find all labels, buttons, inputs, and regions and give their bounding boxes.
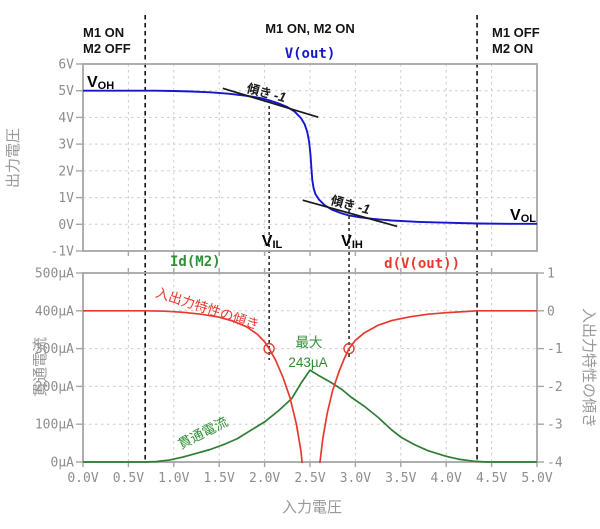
- vil-label: VIL: [262, 233, 283, 251]
- region-label-m1-m2-on: M1 ON, M2 ON: [265, 21, 355, 36]
- x-tick-label: 4.5V: [476, 471, 507, 486]
- bottom-plot-border: [82, 272, 538, 463]
- slope-tangent-lines: [222, 87, 398, 228]
- dvout-series-label: d(V(out)): [384, 256, 460, 272]
- region-label-m1-on: M1 ON: [83, 25, 124, 40]
- x-tick-label: 1.0V: [158, 471, 189, 486]
- current-tick-label: 300µA: [35, 342, 74, 357]
- axis-tick-labels: 0.0V 0.5V 1.0V 1.5V 2.0V 2.5V 3.0V 3.5V 4.0V 4.5V…: [35, 58, 563, 487]
- x-axis-title: 入力電圧: [282, 499, 342, 516]
- dvout-derivative-curve: [83, 309, 537, 463]
- voh-label: VOH: [87, 74, 114, 92]
- x-tick-label: 2.0V: [249, 471, 280, 486]
- x-tick-label: 3.0V: [340, 471, 371, 486]
- y-tick-label: -1V: [51, 245, 75, 260]
- bottom-plot-gridlines: [83, 273, 537, 462]
- x-tick-label: 5.0V: [521, 471, 552, 486]
- current-tick-label: 100µA: [35, 418, 74, 433]
- top-y-axis-title: 出力電圧: [5, 128, 22, 188]
- slope-tick-label: -3: [547, 418, 563, 433]
- red-slope-curve-label: 入出力特性の傾き: [154, 285, 261, 333]
- vout-curve-layer: [83, 89, 537, 225]
- current-tick-label: 500µA: [35, 267, 74, 282]
- y-tick-label: 0V: [58, 218, 74, 233]
- top-plot-border: [82, 63, 538, 252]
- y-tick-label: 2V: [58, 164, 74, 179]
- vout-curve: [83, 89, 537, 225]
- slope-tick-label: 0: [547, 304, 555, 319]
- y-tick-label: 6V: [58, 58, 74, 73]
- green-current-curve-label: 貫通電流: [175, 414, 230, 452]
- region-label-m2-on: M2 ON: [492, 41, 533, 56]
- x-tick-label: 4.0V: [431, 471, 462, 486]
- y-tick-label: 4V: [58, 111, 74, 126]
- region-boundary-lines: [144, 15, 478, 462]
- slope-minus1-markers: [263, 342, 355, 355]
- vout-series-label: V(out): [285, 46, 336, 62]
- slope-minus1-marker: [343, 342, 355, 355]
- slope-tangent-line: [222, 87, 319, 119]
- y-tick-label: 3V: [58, 138, 74, 153]
- vol-label: VOL: [510, 207, 536, 225]
- x-tick-label: 2.5V: [294, 471, 325, 486]
- right-y-axis-title: 入出力特性の傾き: [580, 308, 597, 428]
- x-tick-label: 3.5V: [385, 471, 416, 486]
- region-label-m2-off: M2 OFF: [83, 41, 131, 56]
- y-tick-label: 1V: [58, 191, 74, 206]
- id-m2-series-label: Id(M2): [170, 254, 221, 270]
- slope-tick-label: -4: [547, 456, 563, 471]
- peak-label-max: 最大: [296, 335, 323, 350]
- slope-tick-label: 1: [547, 267, 555, 282]
- top-plot-gridlines: [83, 64, 537, 251]
- slope-tick-label: -2: [547, 380, 563, 395]
- x-tick-label: 0.0V: [67, 471, 98, 486]
- current-tick-label: 0µA: [51, 456, 75, 471]
- id-m2-curve: [83, 369, 537, 463]
- slope-minus1-marker: [263, 342, 275, 355]
- slope-tick-label: -1: [547, 342, 563, 357]
- current-tick-label: 400µA: [35, 304, 74, 319]
- current-and-derivative-layer: [83, 309, 537, 463]
- y-tick-label: 5V: [58, 84, 74, 99]
- peak-label-value: 243µA: [288, 355, 327, 370]
- x-tick-label: 0.5V: [113, 471, 144, 486]
- slope-tangent-line: [302, 199, 398, 228]
- bottom-y-axis-title: 貫通電流: [32, 337, 49, 397]
- vil-vih-guide-lines: [268, 100, 350, 360]
- x-tick-label: 1.5V: [204, 471, 235, 486]
- slope-annotation-upper: 傾き-1: [244, 80, 288, 105]
- current-tick-label: 200µA: [35, 380, 74, 395]
- vih-label: VIH: [341, 233, 363, 251]
- region-label-m1-off: M1 OFF: [492, 25, 540, 40]
- slope-annotation-lower: 傾き-1: [328, 192, 372, 217]
